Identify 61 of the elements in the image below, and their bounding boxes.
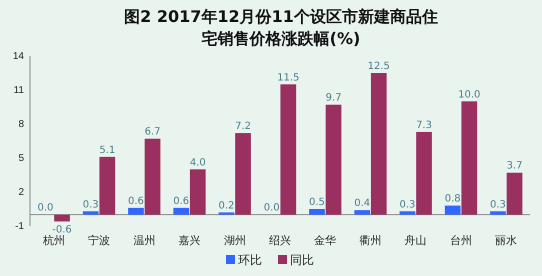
y-tick-label: 11: [14, 85, 24, 96]
x-tick-label: 湖州: [224, 234, 246, 247]
x-tick-label: 温州: [133, 234, 156, 247]
x-tick-label: 杭州: [42, 234, 65, 247]
bar: [280, 84, 296, 215]
data-label: 11.5: [277, 72, 300, 84]
data-label: 7.3: [416, 120, 432, 131]
bar: [128, 208, 144, 215]
bar: [461, 101, 478, 215]
x-tick-label: 嘉兴: [178, 234, 200, 247]
x-tick-label: 丽水: [495, 234, 518, 247]
bar: [370, 73, 387, 215]
data-label: 3.7: [506, 160, 522, 172]
x-tick-label: 台州: [450, 234, 472, 247]
bar: [354, 210, 370, 215]
y-tick-label: -1: [15, 221, 24, 232]
data-label: 0.8: [444, 194, 461, 205]
data-label: 0.0: [38, 202, 54, 214]
bar: [99, 156, 116, 215]
bar: [506, 172, 522, 215]
data-label: 6.7: [144, 126, 160, 138]
data-label: 0.0: [264, 202, 280, 214]
chart-title: 图2 2017年12月份11个设区市新建商品住宅销售价格涨跌幅(%): [124, 7, 438, 48]
bar: [416, 132, 432, 215]
bar: [490, 211, 506, 215]
legend-label: 同比: [290, 253, 314, 267]
data-label: 0.5: [309, 197, 325, 208]
bar: [144, 138, 160, 215]
bar: [218, 212, 234, 215]
bar: [235, 133, 251, 215]
bar: [190, 169, 206, 215]
data-label: -0.6: [52, 224, 72, 236]
data-label: 0.4: [354, 198, 370, 210]
bar: [444, 206, 461, 215]
x-tick-label: 金华: [314, 234, 336, 247]
y-tick-label: 8: [18, 119, 24, 130]
data-label: 0.2: [218, 200, 234, 212]
bar: [309, 209, 325, 215]
data-label: 0.6: [173, 196, 190, 207]
data-label: 9.7: [326, 92, 342, 104]
data-label: 0.3: [82, 199, 99, 210]
data-label: 4.0: [190, 157, 206, 168]
bar: [54, 214, 70, 222]
x-tick-label: 宁波: [88, 234, 110, 247]
x-tick-label: 衢州: [360, 234, 382, 247]
bar: [173, 208, 190, 215]
y-tick-label: 2: [18, 187, 24, 198]
data-label: 7.2: [235, 121, 251, 132]
data-label: 0.6: [128, 196, 144, 207]
y-tick-label: 14: [12, 51, 24, 62]
y-tick-label: 5: [18, 153, 24, 164]
data-label: 0.3: [490, 199, 506, 210]
legend-label: 环比: [238, 253, 262, 267]
data-label: 0.3: [400, 199, 416, 210]
data-label: 12.5: [368, 61, 390, 72]
x-tick-label: 绍兴: [269, 234, 291, 247]
bar: [326, 104, 342, 215]
x-tick-label: 舟山: [404, 234, 427, 247]
data-label: 10.0: [458, 89, 480, 100]
bar: [400, 211, 416, 215]
data-label: 5.1: [99, 144, 116, 156]
